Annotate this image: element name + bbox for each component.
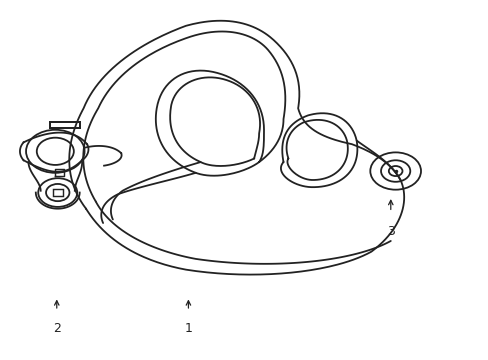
Text: 3: 3: [386, 225, 394, 238]
Text: 1: 1: [184, 322, 192, 335]
Text: 2: 2: [53, 322, 61, 335]
Bar: [53, 189, 62, 196]
